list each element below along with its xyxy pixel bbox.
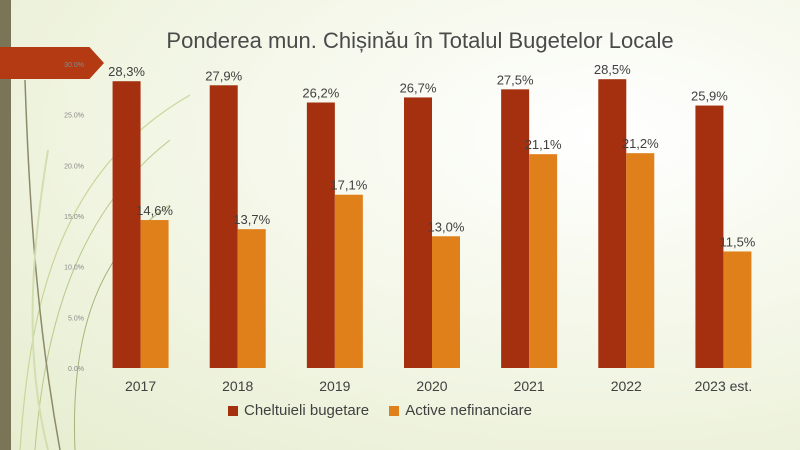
data-label: 21,2% xyxy=(622,136,659,151)
legend-item-active: Active nefinanciare xyxy=(389,402,532,419)
y-tick-label: 0.0% xyxy=(68,366,84,373)
x-category-label: 2021 xyxy=(514,378,545,394)
arrow-tab-decor xyxy=(0,47,104,79)
data-label: 28,3% xyxy=(108,64,145,79)
legend-swatch-cheltuieli xyxy=(227,405,238,416)
bar-cheltuieli xyxy=(598,79,627,368)
left-decor-band xyxy=(0,0,11,450)
legend-label-cheltuieli: Cheltuieli bugetare xyxy=(243,402,370,419)
data-label: 21,1% xyxy=(525,137,562,152)
y-tick-label: 5.0% xyxy=(68,315,84,322)
x-category-label: 2022 xyxy=(611,378,642,394)
bar-cheltuieli xyxy=(209,85,238,368)
bar-cheltuieli xyxy=(306,102,335,369)
x-category-label: 2017 xyxy=(125,378,156,394)
data-label: 25,9% xyxy=(691,89,728,104)
bar-cheltuieli xyxy=(112,81,141,368)
bar-active xyxy=(723,251,752,368)
legend-swatch-active xyxy=(389,405,400,416)
legend-label-active: Active nefinanciare xyxy=(405,402,532,419)
bar-cheltuieli xyxy=(501,89,530,368)
bar-active xyxy=(432,236,460,368)
data-label: 26,7% xyxy=(400,80,437,95)
data-label: 27,5% xyxy=(497,72,534,87)
x-category-label: 2020 xyxy=(416,378,447,394)
chart-title: Ponderea mun. Chișinău în Totalul Bugete… xyxy=(166,28,674,53)
bar-cheltuieli xyxy=(404,97,432,368)
y-tick-label: 25.0% xyxy=(64,113,84,120)
bar-cheltuieli xyxy=(695,105,724,369)
data-label: 17,1% xyxy=(330,178,367,193)
data-label: 13,0% xyxy=(428,219,465,234)
data-label: 26,2% xyxy=(302,86,339,101)
data-label: 14,6% xyxy=(136,203,173,218)
data-label: 13,7% xyxy=(233,212,270,227)
x-category-label: 2023 est. xyxy=(695,378,753,394)
bar-active xyxy=(140,220,169,368)
data-label: 28,5% xyxy=(594,62,631,77)
x-category-label: 2019 xyxy=(319,378,350,394)
legend-item-cheltuieli: Cheltuieli bugetare xyxy=(227,402,370,419)
data-label: 11,5% xyxy=(719,234,755,249)
bar-active xyxy=(626,153,655,368)
bar-active xyxy=(334,194,363,368)
y-tick-label: 30.0% xyxy=(64,62,84,69)
y-tick-label: 20.0% xyxy=(64,163,84,170)
bar-active xyxy=(529,154,558,368)
x-category-label: 2018 xyxy=(222,378,253,394)
bar-active xyxy=(237,229,266,368)
y-tick-label: 15.0% xyxy=(64,214,84,221)
legend: Cheltuieli bugetare Active nefinanciare xyxy=(0,402,760,420)
data-label: 27,9% xyxy=(205,68,242,83)
y-tick-label: 10.0% xyxy=(64,265,84,272)
